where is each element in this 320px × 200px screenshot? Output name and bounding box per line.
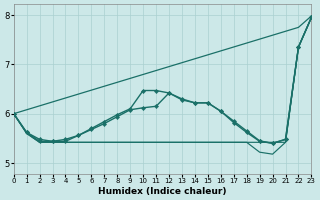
X-axis label: Humidex (Indice chaleur): Humidex (Indice chaleur) <box>98 187 227 196</box>
